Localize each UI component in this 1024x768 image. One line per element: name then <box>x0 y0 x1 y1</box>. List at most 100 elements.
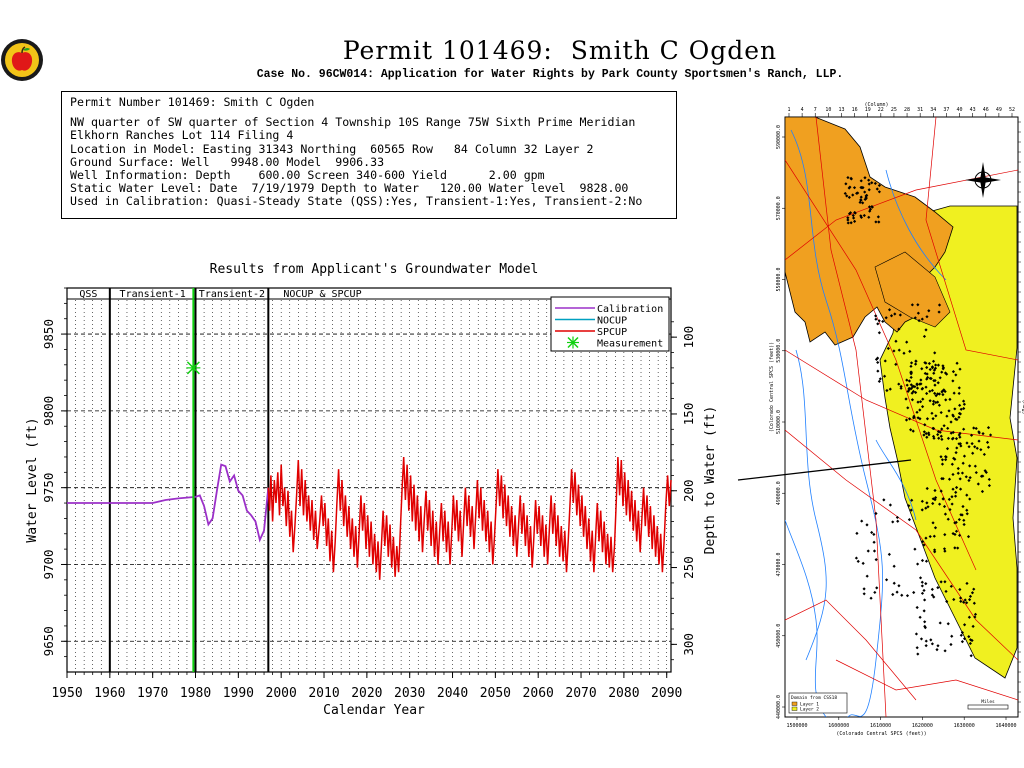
model-domain-map: 1 4 7 10 13 16 19 22 25 28 31 34 37 40 43 46 49 52 (Column… <box>736 100 1024 740</box>
map-top-tick-label: 46 <box>983 107 989 113</box>
x-tick-label: 2040 <box>437 686 468 701</box>
map-well-marker <box>892 564 896 568</box>
map-right-axis-title: (Row) <box>1022 399 1024 414</box>
map-well-marker <box>891 592 895 597</box>
map-well-marker <box>955 417 959 422</box>
map-well-marker <box>894 362 898 366</box>
map-well-marker <box>986 445 991 449</box>
map-well-marker <box>940 462 945 466</box>
map-well-marker <box>950 502 954 506</box>
map-well-marker <box>853 210 857 215</box>
map-well-marker <box>911 429 915 433</box>
x-tick-label: 1950 <box>51 686 82 701</box>
map-well-marker <box>931 359 936 363</box>
map-well-marker <box>863 176 867 180</box>
y-tick-label: 9650 <box>41 626 56 656</box>
map-well-marker <box>882 498 886 502</box>
map-well-marker <box>965 601 969 605</box>
map-well-marker <box>934 414 938 418</box>
map-well-marker <box>948 508 952 512</box>
map-well-marker <box>942 388 946 392</box>
map-well-marker <box>918 576 923 580</box>
map-well-marker <box>963 598 967 602</box>
map-well-marker <box>921 540 925 544</box>
map-well-marker <box>908 417 912 421</box>
map-well-marker <box>924 385 928 389</box>
map-well-marker <box>916 303 920 307</box>
map-well-marker <box>951 472 955 477</box>
map-top-tick-label: 10 <box>825 107 831 113</box>
map-well-marker <box>949 431 953 435</box>
map-well-marker <box>968 641 972 646</box>
map-well-marker <box>913 362 918 366</box>
map-well-marker <box>938 502 942 506</box>
permit-number-line: Permit Number 101469: Smith C Ogden <box>70 95 315 109</box>
map-well-marker <box>943 533 947 537</box>
map-well-marker <box>970 591 975 595</box>
map-well-marker <box>922 433 926 437</box>
info-line-ground-surface: Ground Surface: Well 9948.00 Model 9906.… <box>70 154 385 169</box>
x-tick-label: 2060 <box>523 686 554 701</box>
map-well-marker <box>924 431 928 436</box>
map-legend-swatch-layer1 <box>791 701 798 706</box>
map-well-marker <box>924 644 928 648</box>
map-well-marker <box>946 622 950 626</box>
map-well-marker <box>944 589 948 594</box>
map-well-marker <box>920 591 925 595</box>
map-well-marker <box>875 586 879 590</box>
info-line-location-legal: NW quarter of SW quarter of Section 4 To… <box>70 115 636 130</box>
map-well-marker <box>937 392 941 396</box>
page-title: Permit 101469: Smith C Ogden <box>342 36 778 65</box>
map-well-marker <box>965 508 969 512</box>
info-line-subdivision: Elkhorn Ranches Lot 114 Filing 4 <box>70 128 294 143</box>
map-well-marker <box>931 417 935 421</box>
map-top-tick-label: 28 <box>904 107 910 113</box>
map-left-tick-label: 470000.0 <box>776 552 782 576</box>
map-well-marker <box>951 379 955 383</box>
map-well-marker <box>931 521 935 525</box>
map-well-marker <box>961 399 966 403</box>
map-well-marker <box>965 493 969 497</box>
map-well-marker <box>967 635 971 639</box>
map-well-marker <box>946 436 951 440</box>
map-well-marker <box>923 423 927 427</box>
map-well-marker <box>957 517 961 522</box>
x-tick-label: 2050 <box>480 686 511 701</box>
map-well-marker <box>959 633 963 637</box>
map-bottom-tick-label: 1620000 <box>912 723 933 729</box>
map-well-marker <box>962 518 966 522</box>
info-line-model-location: Location in Model: Easting 31343 Northin… <box>70 141 594 156</box>
map-well-marker <box>936 432 940 437</box>
map-well-marker <box>897 382 901 386</box>
info-line-static-water-level: Static Water Level: Date 7/19/1979 Depth… <box>70 181 629 196</box>
map-top-tick-label: 19 <box>865 107 871 113</box>
map-well-marker <box>953 521 957 525</box>
map-well-marker <box>897 584 901 588</box>
map-well-marker <box>958 596 963 600</box>
map-well-marker <box>922 588 926 593</box>
period-label: Transient-1 <box>120 289 186 300</box>
map-well-marker <box>905 594 910 598</box>
map-well-marker <box>864 196 868 201</box>
map-stream-line <box>875 439 917 521</box>
map-top-tick-label: 43 <box>970 107 976 113</box>
map-well-marker <box>954 490 958 495</box>
map-bottom-tick-label: 1600000 <box>828 723 849 729</box>
x-tick-label: 1990 <box>223 686 254 701</box>
map-well-marker <box>986 426 991 430</box>
map-stream-line <box>790 129 883 717</box>
map-well-marker <box>943 454 948 459</box>
map-well-marker <box>981 474 985 478</box>
map-well-marker <box>941 364 945 368</box>
map-well-marker <box>954 451 958 455</box>
map-well-marker <box>932 368 937 372</box>
map-well-marker <box>895 515 899 520</box>
map-well-marker <box>942 504 947 509</box>
map-well-marker <box>873 181 877 186</box>
map-left-tick-label: 440000.0 <box>776 695 782 719</box>
map-scale-label: Miles <box>981 699 995 705</box>
y2-tick-label: 100 <box>681 326 696 349</box>
map-well-marker <box>851 193 855 197</box>
map-well-marker <box>933 488 937 493</box>
